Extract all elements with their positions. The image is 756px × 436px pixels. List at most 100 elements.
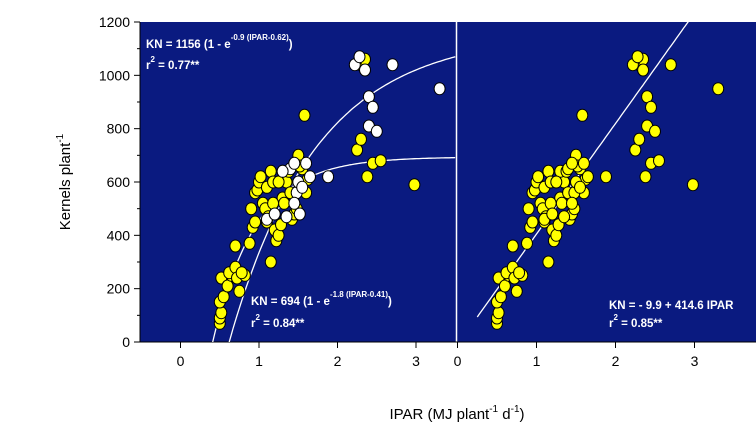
- y-tick-label: 0: [122, 334, 130, 350]
- y-tick-label: 800: [107, 121, 131, 137]
- white-data-point: [322, 170, 335, 184]
- yellow-data-point: [361, 170, 374, 184]
- yellow-data-point: [712, 82, 725, 96]
- white-data-point: [366, 100, 379, 114]
- yellow-data-point: [235, 266, 248, 280]
- y-tick-label: 600: [107, 174, 131, 190]
- white-data-point: [296, 180, 309, 194]
- yellow-data-point: [631, 50, 644, 64]
- y-tick-label: 1000: [99, 67, 130, 83]
- yellow-data-point: [639, 170, 652, 184]
- yellow-data-point: [637, 63, 650, 77]
- yellow-data-point: [532, 170, 545, 184]
- yellow-data-point: [233, 284, 246, 298]
- yellow-data-point: [550, 175, 563, 189]
- yellow-data-point: [542, 255, 555, 269]
- white-data-point: [293, 207, 306, 221]
- white-data-point: [288, 196, 301, 210]
- yellow-data-point: [510, 284, 523, 298]
- yellow-data-point: [229, 239, 242, 253]
- yellow-data-point: [494, 290, 507, 304]
- x-ticks: 0 1 2 3 0 1 2 3: [177, 342, 699, 369]
- fit-curve: [228, 56, 456, 342]
- white-data-point: [433, 82, 446, 96]
- yellow-data-point: [577, 156, 590, 170]
- white-data-point: [288, 156, 301, 170]
- yellow-data-point: [506, 239, 519, 253]
- yellow-data-point: [245, 202, 258, 216]
- yellow-data-point: [664, 58, 677, 72]
- yellow-data-point: [522, 202, 535, 216]
- yellow-data-point: [298, 108, 311, 122]
- y-ticks: 0 200 400 600 800 1000 1200: [99, 14, 140, 350]
- yellow-data-point: [653, 154, 665, 168]
- y-axis-title: Kernels plant-1: [55, 133, 74, 230]
- yellow-data-point: [249, 215, 262, 229]
- yellow-data-point: [576, 108, 589, 122]
- x-tick-label: 3: [691, 353, 699, 369]
- white-data-point: [386, 58, 399, 72]
- white-data-point: [370, 124, 383, 138]
- x-tick-label: 1: [255, 353, 263, 369]
- white-data-point: [353, 50, 366, 64]
- right-equation: KN = - 9.9 + 414.6 IPAR: [609, 300, 734, 312]
- left-upper-r2: r2 = 0.77**: [146, 55, 200, 72]
- white-data-point: [359, 63, 371, 77]
- yellow-data-point: [546, 207, 559, 221]
- yellow-data-point: [558, 210, 571, 224]
- x-tick-label: 3: [412, 353, 420, 369]
- yellow-data-point: [550, 228, 563, 242]
- yellow-data-point: [521, 236, 533, 250]
- yellow-data-point: [374, 154, 387, 168]
- yellow-data-point: [272, 228, 285, 242]
- x-axis-title: IPAR (MJ plant-1 d-1): [389, 404, 524, 423]
- yellow-data-point: [544, 196, 557, 210]
- yellow-data-point: [243, 236, 256, 250]
- right-r2: r2 = 0.85**: [609, 313, 663, 330]
- x-tick-label: 0: [454, 353, 462, 369]
- yellow-data-point: [492, 306, 505, 320]
- white-data-point: [300, 156, 313, 170]
- right-scatter-points: [491, 50, 725, 330]
- y-tick-label: 200: [107, 281, 131, 297]
- yellow-data-point: [629, 143, 642, 157]
- x-tick-label: 1: [533, 353, 541, 369]
- y-tick-label: 400: [107, 227, 131, 243]
- yellow-data-point: [574, 180, 586, 194]
- yellow-data-point: [221, 279, 234, 293]
- yellow-data-point: [555, 196, 568, 210]
- yellow-data-point: [264, 164, 277, 178]
- yellow-data-point: [498, 279, 511, 293]
- left-lower-r2: r2 = 0.84**: [251, 313, 305, 330]
- x-tick-label: 2: [612, 353, 620, 369]
- white-data-point: [276, 164, 289, 178]
- y-tick-label: 1200: [99, 14, 130, 30]
- yellow-data-point: [215, 306, 228, 320]
- yellow-data-point: [513, 266, 526, 280]
- left-lower-equation: KN = 694 (1 - e-1.8 (IPAR-0.41)): [251, 290, 392, 308]
- yellow-data-point: [600, 170, 612, 184]
- yellow-data-point: [542, 164, 555, 178]
- left-scatter-points: [213, 50, 446, 330]
- yellow-data-point: [408, 178, 421, 192]
- yellow-data-point: [264, 255, 277, 269]
- yellow-data-point: [581, 170, 594, 184]
- yellow-data-point: [351, 143, 364, 157]
- yellow-data-point: [566, 196, 578, 210]
- yellow-data-point: [566, 156, 578, 170]
- yellow-data-point: [355, 132, 367, 146]
- yellow-data-point: [254, 170, 267, 184]
- yellow-data-point: [272, 175, 285, 189]
- white-data-point: [280, 210, 293, 224]
- yellow-data-point: [633, 132, 646, 146]
- yellow-data-point: [645, 100, 657, 114]
- yellow-data-point: [217, 290, 230, 304]
- x-tick-label: 0: [177, 353, 185, 369]
- left-upper-equation: KN = 1156 (1 - e-0.9 (IPAR-0.62)): [146, 33, 293, 51]
- yellow-data-point: [686, 178, 699, 192]
- yellow-data-point: [649, 124, 661, 138]
- yellow-data-point: [526, 215, 539, 229]
- white-data-point: [268, 207, 281, 221]
- yellow-data-point: [267, 196, 280, 210]
